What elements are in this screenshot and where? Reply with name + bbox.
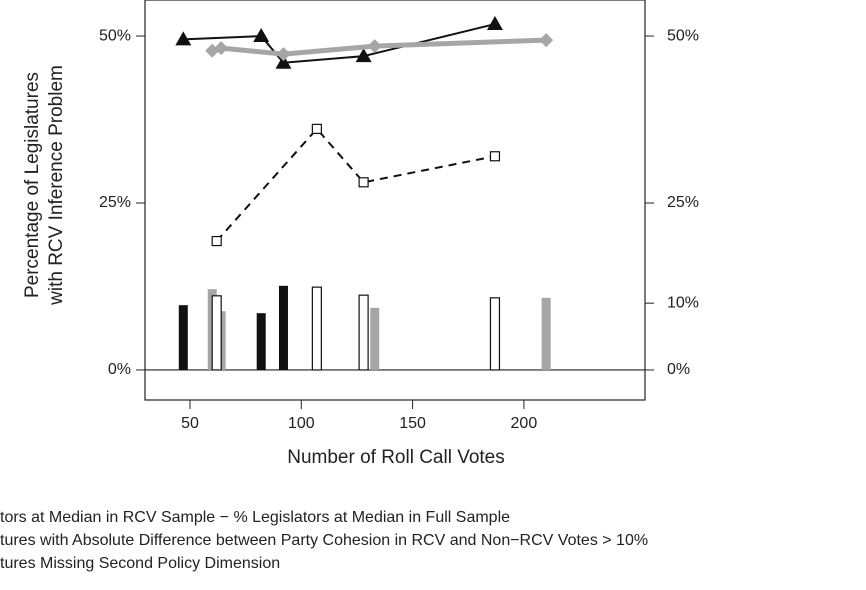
y2-tick-label: 25% [667,194,699,211]
y-tick-label: 0% [108,361,131,378]
marker [311,123,322,134]
marker [539,33,554,48]
legend-entry: tures Missing Second Policy Dimension [0,555,280,572]
marker [275,54,292,69]
bar [311,286,322,371]
marker [276,47,291,62]
x-tick-label: 200 [511,415,538,432]
bar [541,297,551,370]
y2-tick-label: 50% [667,27,699,44]
bar [278,285,288,370]
series-line [215,127,496,242]
marker [486,16,503,31]
y-axis-label: with RCV Inference Problem [46,65,67,306]
x-tick-label: 100 [288,415,315,432]
legend-entry: tors at Median in RCV Sample − % Legisla… [0,509,510,526]
x-axis-label: Number of Roll Call Votes [287,447,505,468]
x-tick-label: 150 [399,415,426,432]
marker [358,177,369,188]
marker [355,48,372,63]
bar [211,295,222,371]
bar [370,307,380,370]
y2-tick-label: 0% [667,361,690,378]
marker [175,31,192,46]
bar [358,294,369,371]
bar [489,297,501,371]
y-tick-label: 50% [99,27,131,44]
legend-entry: tures with Absolute Difference between P… [0,532,648,549]
plot-frame [144,0,646,401]
marker [214,41,229,56]
marker [211,235,222,247]
bar [256,313,266,370]
marker [253,28,270,43]
y-tick-label: 25% [99,194,131,211]
x-tick-label: 50 [181,415,199,432]
y-axis-label: Percentage of Legislatures [22,72,43,298]
marker [367,39,382,54]
bar [178,305,188,370]
marker [489,151,501,162]
y2-tick-label: 10% [667,294,699,311]
